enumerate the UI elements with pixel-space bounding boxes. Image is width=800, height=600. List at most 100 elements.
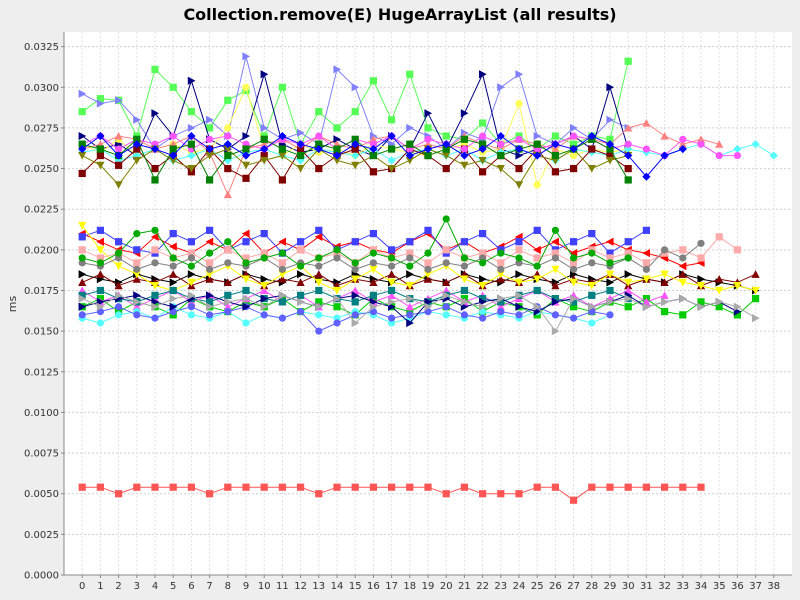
data-point [333, 294, 342, 303]
data-point [242, 483, 250, 491]
data-series [78, 303, 614, 335]
data-point [314, 278, 323, 287]
data-point [78, 483, 86, 491]
data-point [388, 262, 396, 270]
x-tick-label: 27 [567, 581, 580, 592]
data-point [606, 115, 615, 124]
data-point [515, 291, 524, 300]
data-point [460, 311, 468, 319]
data-point [278, 483, 286, 491]
data-point [588, 259, 596, 267]
data-point [297, 297, 305, 306]
x-tick-label: 18 [403, 581, 416, 592]
data-point [606, 278, 615, 287]
data-point [351, 298, 359, 306]
data-point [115, 249, 123, 257]
data-point [224, 259, 232, 267]
data-point [533, 151, 542, 160]
data-point [297, 262, 305, 270]
data-point [533, 131, 542, 141]
data-point [242, 174, 250, 182]
x-tick-label: 28 [585, 581, 598, 592]
data-point [78, 311, 86, 319]
data-point [442, 490, 450, 498]
data-point [187, 249, 195, 257]
data-point [606, 83, 615, 92]
data-point [96, 95, 104, 103]
x-tick-label: 32 [658, 581, 671, 592]
data-point [151, 176, 159, 184]
data-point [606, 151, 614, 160]
data-point [515, 151, 524, 160]
data-point [187, 270, 196, 279]
data-point [496, 275, 505, 283]
data-point [187, 164, 196, 173]
data-point [260, 282, 269, 290]
data-point [515, 70, 524, 79]
data-point [369, 151, 377, 160]
data-point [479, 119, 487, 127]
data-point [388, 297, 396, 306]
data-point [606, 145, 614, 153]
data-point [260, 140, 269, 148]
data-point [278, 131, 287, 141]
data-point [205, 270, 214, 279]
data-point [533, 226, 541, 234]
data-point [570, 259, 578, 267]
data-point [606, 254, 614, 262]
data-point [624, 483, 632, 491]
data-point [315, 327, 323, 335]
data-point [460, 297, 469, 306]
data-point [570, 294, 578, 303]
data-point [769, 151, 778, 160]
data-point [169, 483, 177, 491]
data-point [570, 314, 578, 322]
data-point [78, 221, 87, 230]
data-point [369, 291, 377, 299]
x-tick-label: 0 [79, 581, 85, 592]
data-point [315, 254, 323, 262]
data-point [150, 232, 159, 241]
data-point [314, 144, 323, 154]
data-point [642, 259, 650, 267]
data-point [297, 483, 305, 491]
data-point [460, 161, 469, 170]
data-point [460, 151, 469, 160]
data-point [424, 249, 432, 257]
data-point [133, 229, 141, 238]
y-tick-label: 0.0150 [24, 327, 59, 338]
data-point [151, 302, 160, 311]
data-point [242, 319, 250, 327]
x-tick-label: 35 [713, 581, 726, 592]
data-point [460, 254, 468, 262]
data-point [388, 483, 396, 491]
data-point [169, 278, 178, 287]
data-point [187, 108, 195, 116]
data-point [696, 282, 706, 290]
data-point [260, 156, 269, 165]
data-point [479, 132, 487, 140]
data-point [151, 314, 159, 322]
data-point [260, 135, 268, 143]
data-point [351, 311, 359, 319]
data-point [551, 132, 559, 140]
data-point [715, 233, 723, 241]
data-point [679, 135, 687, 143]
data-point [169, 242, 177, 251]
data-point [570, 140, 578, 148]
data-point [460, 275, 469, 284]
data-point [479, 314, 487, 322]
data-point [206, 115, 214, 124]
data-point [388, 116, 396, 124]
data-point [660, 291, 669, 299]
data-point [679, 246, 687, 254]
data-point [570, 151, 578, 160]
data-point [151, 291, 159, 299]
y-tick-label: 0.0175 [24, 286, 59, 297]
data-point [605, 270, 615, 279]
data-point [424, 109, 433, 118]
data-point [369, 229, 377, 238]
x-tick-label: 1 [97, 581, 103, 592]
data-point [697, 483, 705, 491]
x-tick-label: 17 [385, 581, 398, 592]
